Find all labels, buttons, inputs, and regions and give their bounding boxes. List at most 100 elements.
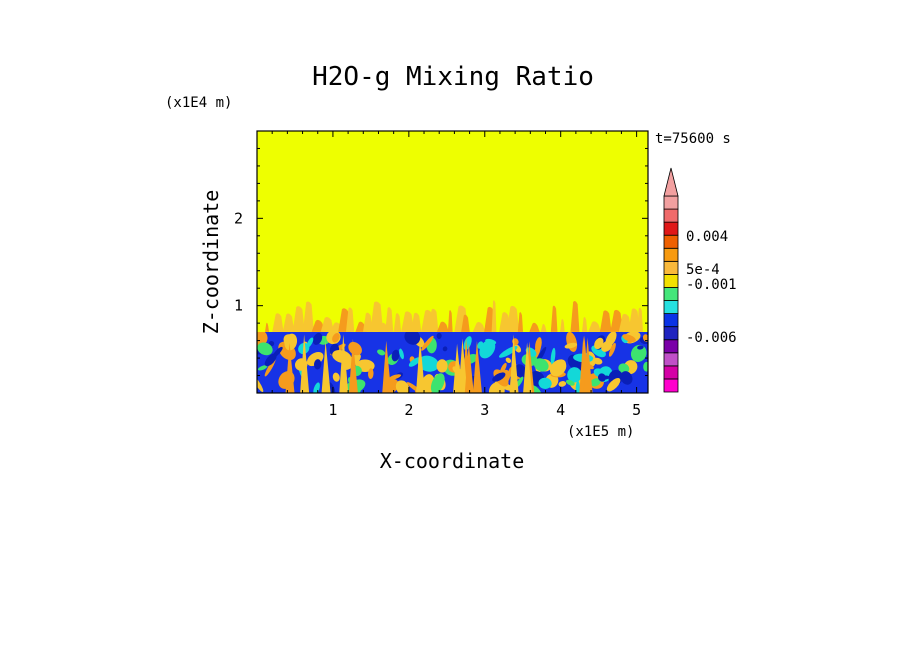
plume: [410, 312, 422, 332]
plume: [428, 308, 439, 332]
plume: [636, 307, 643, 332]
x-axis-label: X-coordinate: [380, 449, 525, 473]
boundary-layer-region: [257, 332, 648, 393]
colorbar-segment: [663, 287, 679, 301]
x-axis: 1 2 3 4 5: [271, 131, 641, 419]
updraft: [416, 338, 426, 393]
swirl-blob: [436, 359, 448, 373]
swirl-blob: [592, 357, 603, 365]
colorbar-label: 0.004: [686, 229, 728, 245]
swirl-blob: [436, 332, 442, 340]
updraft: [472, 340, 482, 393]
updraft: [300, 334, 310, 393]
colorbar-segment: [663, 273, 679, 288]
swirl-blob: [488, 382, 505, 393]
plume: [529, 322, 540, 332]
plume: [628, 308, 640, 332]
swirl-blob: [550, 347, 556, 366]
updraft: [464, 343, 474, 393]
colorbar-segment: [663, 378, 679, 393]
plume: [618, 313, 632, 332]
plume: [302, 301, 314, 332]
plume: [581, 316, 588, 332]
swirl-blob: [514, 364, 527, 378]
swirl-blob: [479, 339, 496, 359]
swirl-blob: [558, 381, 567, 387]
plume: [610, 309, 624, 332]
swirl-blob: [257, 365, 268, 371]
time-label: t=75600 s: [655, 131, 731, 147]
swirl-blob: [567, 367, 582, 383]
y-tick-label: 2: [234, 209, 243, 227]
plume: [311, 319, 325, 332]
plume: [345, 307, 355, 332]
swirl-blob: [618, 363, 630, 374]
plume: [447, 310, 453, 332]
swirl-blob: [388, 374, 402, 380]
updraft: [509, 334, 519, 393]
y-axis: 12: [234, 147, 648, 377]
swirl-blob: [538, 377, 552, 389]
swirl-blob: [312, 332, 323, 345]
swirl-blob: [313, 359, 322, 370]
swirl-blob: [485, 338, 497, 345]
swirl-blob: [430, 373, 445, 393]
swirl-blob: [599, 375, 610, 380]
swirl-blob: [257, 375, 264, 392]
plume: [401, 311, 415, 332]
y-scale-label: (x1E4 m): [165, 95, 232, 111]
swirl-blob: [564, 342, 578, 349]
swirl-blob: [575, 380, 581, 393]
updraft: [382, 340, 392, 393]
x-tick-label: 2: [404, 401, 413, 419]
swirl-blob: [391, 349, 400, 362]
swirl-blob: [533, 358, 549, 372]
swirl-blob: [552, 359, 566, 372]
swirl-blob: [492, 372, 506, 382]
colorbar-segment: [663, 352, 679, 367]
swirl-blob: [620, 371, 633, 385]
colorbar-segment: [663, 234, 679, 249]
swirl-blob: [377, 349, 386, 356]
updraft: [458, 338, 468, 393]
plume: [282, 313, 295, 332]
swirl-blob: [257, 332, 268, 347]
swirl-blob: [601, 340, 613, 352]
colorbar-segment: [663, 365, 679, 380]
updraft: [321, 341, 331, 393]
swirl-blob: [399, 348, 404, 360]
swirl-blob: [477, 341, 484, 349]
colorbar-segment: [663, 339, 679, 354]
plume: [599, 310, 612, 332]
plume: [320, 317, 334, 332]
plume: [540, 323, 547, 332]
x-tick-label: 3: [480, 401, 489, 419]
colorbar-segment: [663, 300, 679, 314]
swirl-blob: [264, 353, 277, 367]
colorbar-label: -0.006: [686, 330, 737, 346]
swirl-blob: [590, 378, 601, 387]
chart-title: H2O-g Mixing Ratio: [312, 62, 594, 92]
swirl-blob: [630, 344, 647, 363]
swirl-blob: [606, 377, 621, 392]
plume: [472, 321, 486, 332]
swirl-blob: [348, 341, 362, 356]
y-axis-label: Z-coordinate: [199, 190, 223, 335]
swirl-blob: [565, 379, 575, 386]
updraft: [348, 338, 358, 393]
plot-frame: [256, 130, 649, 394]
updraft: [339, 334, 349, 393]
colorbar-segment: [663, 326, 679, 341]
colorbar-label: 5e-4: [686, 262, 720, 278]
swirl-blob: [442, 346, 448, 352]
colorbar-segment: [663, 247, 679, 262]
colorbar-segment: [663, 195, 679, 210]
y-tick-label: 1: [234, 297, 243, 315]
colorbar-segment: [663, 313, 679, 328]
plume: [385, 307, 394, 332]
heatmap-field: [257, 131, 648, 393]
swirl-blob: [283, 334, 297, 349]
plume: [370, 301, 384, 332]
plume: [517, 312, 524, 332]
plume: [265, 322, 270, 332]
